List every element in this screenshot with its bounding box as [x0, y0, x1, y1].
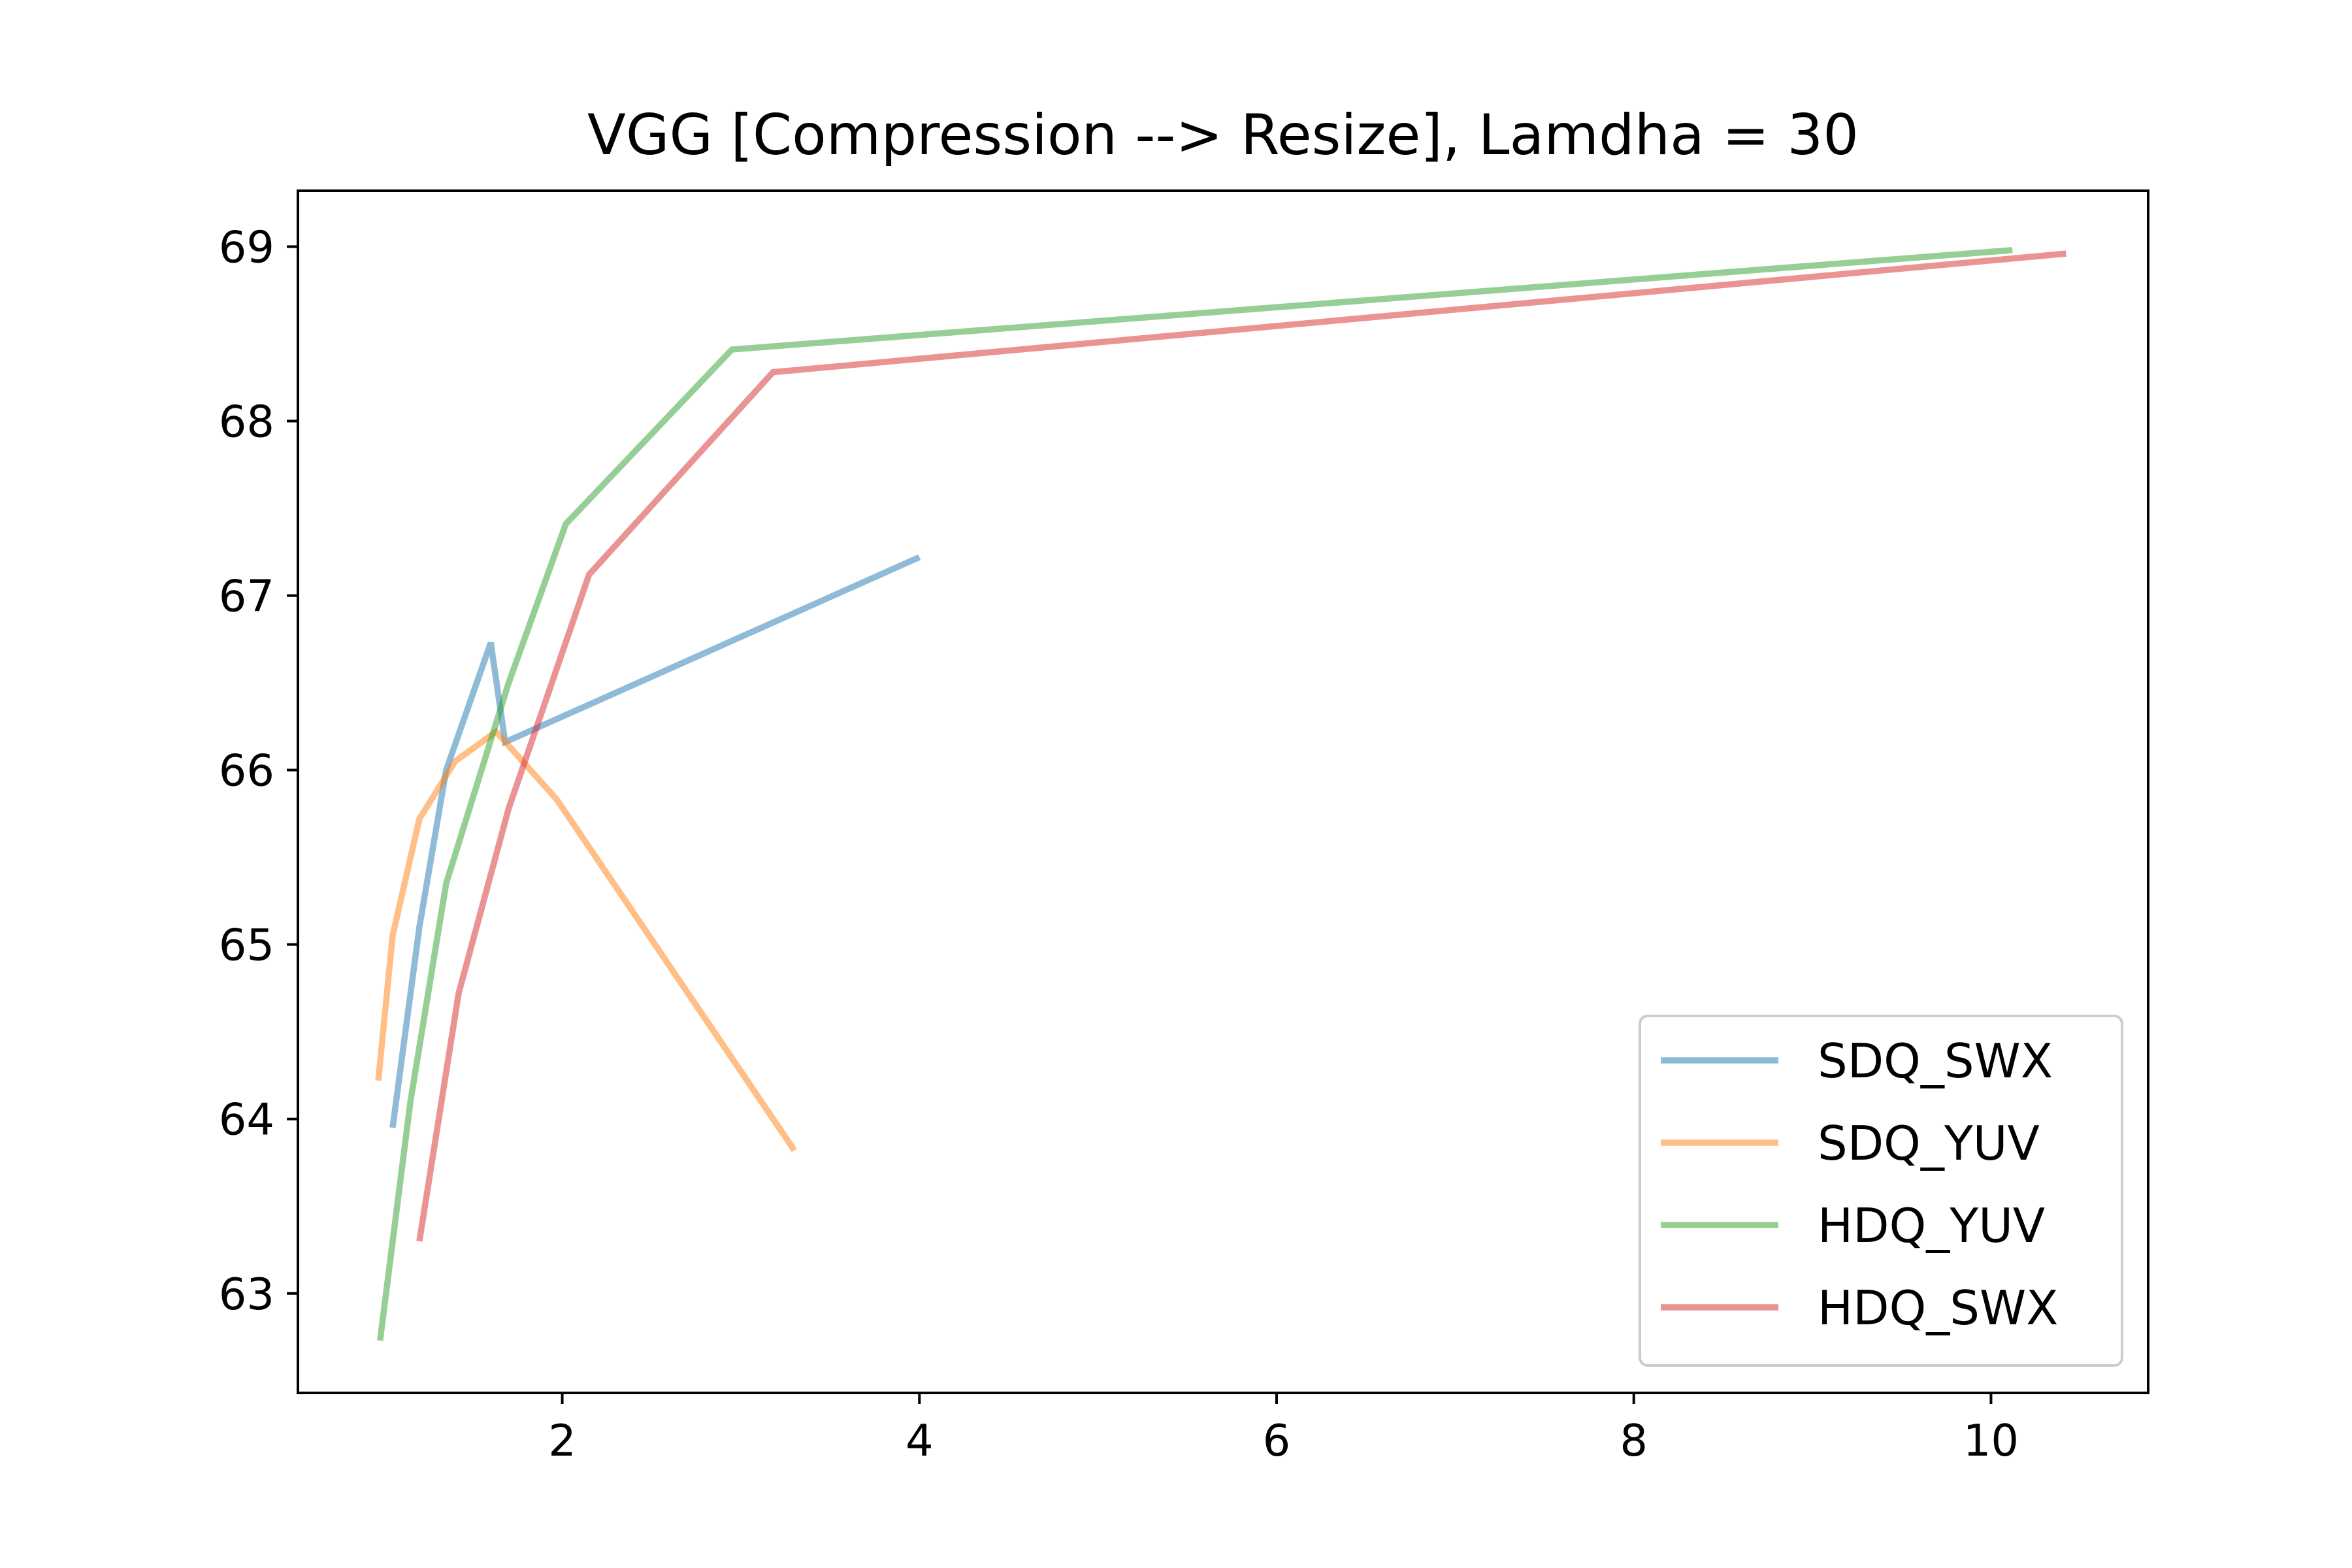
y-tick-label: 67 — [219, 571, 274, 622]
legend-label: HDQ_YUV — [1818, 1198, 2045, 1253]
legend-label: SDQ_YUV — [1818, 1116, 2040, 1171]
x-tick-label: 6 — [1263, 1415, 1291, 1466]
x-tick-label: 2 — [548, 1415, 576, 1466]
y-tick-label: 68 — [219, 397, 274, 448]
x-axis: 2 4 6 8 10 — [548, 1393, 2019, 1466]
y-tick-label: 64 — [219, 1094, 274, 1145]
y-axis: 63 64 65 66 67 68 69 — [219, 221, 298, 1320]
series-line-sdq-swx — [389, 554, 921, 1128]
series-layer — [375, 247, 2066, 1341]
plot-frame — [297, 189, 2149, 1394]
y-tick-label: 69 — [219, 221, 274, 272]
series-line-hdq-swx — [416, 250, 2066, 1242]
series-line-hdq-yuv — [376, 247, 2013, 1341]
series-line-sdq-yuv — [375, 727, 797, 1152]
legend-label: HDQ_SWX — [1818, 1281, 2058, 1335]
legend-label: SDQ_SWX — [1818, 1034, 2053, 1088]
y-tick-label: 65 — [219, 920, 274, 971]
y-tick-label: 63 — [219, 1269, 274, 1320]
x-tick-label: 8 — [1620, 1415, 1648, 1466]
y-tick-label: 66 — [219, 745, 274, 796]
x-tick-label: 10 — [1963, 1415, 2019, 1466]
legend: SDQ_SWX SDQ_YUV HDQ_YUV HDQ_SWX — [1639, 1015, 2123, 1367]
x-tick-label: 4 — [906, 1415, 934, 1466]
chart-title: VGG [Compression --> Resize], Lamdha = 3… — [587, 103, 1859, 168]
legend-box — [1639, 1015, 2123, 1367]
